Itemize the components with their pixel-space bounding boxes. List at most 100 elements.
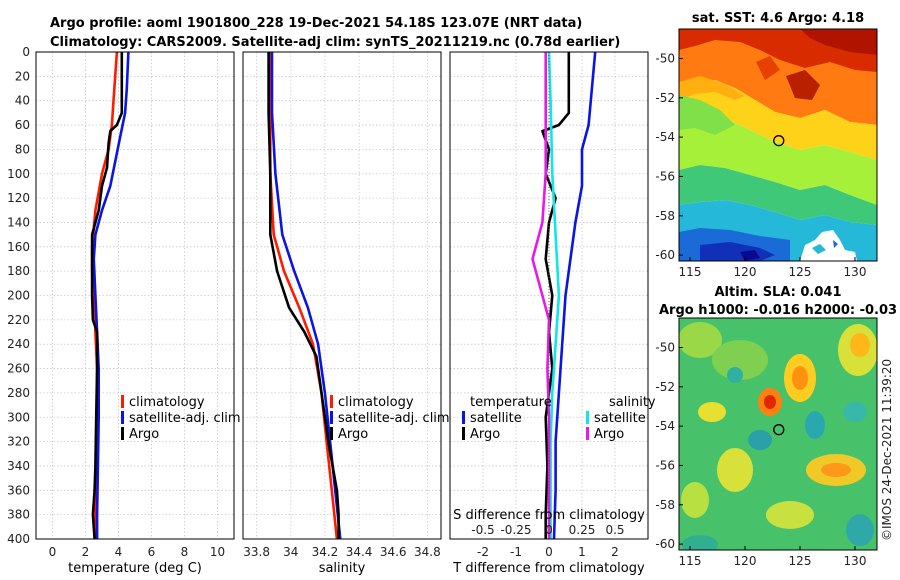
depth-tick-label: 200 [7,289,30,303]
series-line-argo [90,52,124,539]
legend-label-argo: Argo [338,427,368,442]
map-y-tick-label: -54 [655,419,675,433]
depth-tick-label: 340 [7,459,30,473]
legend-label-s-satellite: satellite [594,411,646,426]
title-line-2: Climatology: CARS2009. Satellite-adj cli… [50,35,620,50]
legend-label-climatology: climatology [338,395,414,410]
depth-tick-label: 180 [7,264,30,278]
depth-tick-label: 360 [7,483,30,497]
depth-tick-label: 300 [7,410,30,424]
map-x-tick-label: 130 [844,554,867,568]
map-x-tick-label: 115 [679,554,702,568]
x-tick-label: 10 [210,545,225,559]
argo-location-marker [773,135,785,147]
legend-label-satellite: satellite-adj. clim [129,411,241,426]
legend-title-temperature: temperature [470,395,552,410]
temperature-panel: 0204060801001201401601802002202402602803… [7,45,241,576]
x-tick-label: 34.4 [346,545,373,559]
salinity-axes-box [242,51,442,540]
map-x-tick-label: 120 [734,265,757,279]
depth-tick-label: 280 [7,386,30,400]
legend-label-t-argo: Argo [470,427,500,442]
sst-map-title: sat. SST: 4.6 Argo: 4.18 [692,11,864,26]
temperature-xlabel: temperature (deg C) [68,561,202,576]
legend-swatch-satellite [330,411,333,424]
map-y-tick-label: -50 [655,340,675,354]
sla-map-panel: Altim. SLA: 0.041 Argo h1000: -0.016 h20… [655,285,897,568]
s-difference-label: S difference from climatology [453,508,645,523]
s-difference-tick-labels: -0.5 -0.25 0 0.25 0.5 [471,523,624,537]
map-x-tick-label: 115 [679,265,702,279]
x-tick-label: 2 [82,545,90,559]
salinity-legend: climatology satellite-adj. clim Argo [330,395,450,442]
depth-tick-label: 20 [15,69,30,83]
x-tick-label: 1 [578,545,586,559]
map-y-tick-label: -60 [655,248,675,262]
depth-tick-label: 100 [7,167,30,181]
series-line-argo [267,52,340,539]
map-y-tick-label: -52 [655,91,675,105]
map-x-tick-label: 125 [789,554,812,568]
difference-panel: -2 -1 0 1 2 -0.5 -0.25 0 0.25 0.5 S difference f… [449,51,656,576]
temperature-lines [90,52,130,539]
temperature-grid [36,51,234,540]
legend-label-climatology: climatology [129,395,205,410]
depth-tick-label: 140 [7,215,30,229]
depth-tick-label: 380 [7,508,30,522]
temperature-legend: climatology satellite-adj. clim Argo [121,395,241,442]
legend-swatch-s-argo [586,427,589,440]
salinity-tick-labels: 33.8 34 34.2 34.4 34.6 34.8 [243,545,440,559]
legend-label-s-argo: Argo [594,427,624,442]
legend-label-satellite: satellite-adj. clim [338,411,450,426]
map-x-tick-label: 120 [734,554,757,568]
x-tick-label: 33.8 [243,545,270,559]
sst-map-ticks: 115 120 125 130 -50 -52 -54 -56 -58 -60 [655,51,866,279]
temperature-tick-labels: 0 2 4 6 8 10 [49,545,225,559]
legend-label-argo: Argo [129,427,159,442]
depth-tick-label: 160 [7,240,30,254]
legend-swatch-climatology [330,395,333,408]
difference-axes-box [449,51,649,540]
map-y-tick-label: -60 [655,537,675,551]
series-line-salinity-satellite [547,52,561,539]
depth-tick-label: 260 [7,362,30,376]
legend-label-t-satellite: satellite [470,411,522,426]
temperature-axes-box [35,51,235,540]
s-tick-label: -0.25 [500,523,531,537]
s-tick-label: 0.25 [569,523,596,537]
sst-map-box [678,28,878,262]
sst-map-image [679,29,877,261]
x-tick-label: 34.2 [312,545,339,559]
x-tick-label: 34.6 [380,545,407,559]
legend-swatch-satellite [121,411,124,424]
map-y-tick-label: -56 [655,169,675,183]
depth-tick-label: 40 [15,94,30,108]
salinity-lines [267,52,342,539]
map-x-tick-label: 130 [844,265,867,279]
difference-legend: temperature satellite Argo salinity sate… [462,395,656,442]
depth-tick-label: 80 [15,142,30,156]
depth-tick-labels: 0 20 40 60 80 100 120 140 160 180 200 220 240 260 280 3… [7,45,30,546]
map-x-tick-label: 125 [789,265,812,279]
title-line-1: Argo profile: aoml 1901800_228 19-Dec-20… [50,16,582,31]
difference-tick-labels: -2 -1 0 1 2 [477,545,619,559]
s-tick-label: 0.5 [605,523,624,537]
legend-swatch-t-satellite [462,411,465,424]
series-line-satellite-adj-clim [92,52,130,539]
series-line-salinity-argo [531,52,551,539]
series-line-temperature-argo [541,52,571,539]
legend-swatch-t-argo [462,427,465,440]
depth-tick-label: 240 [7,337,30,351]
map-y-tick-label: -54 [655,130,675,144]
depth-tick-label: 320 [7,435,30,449]
argo-location-marker [773,424,785,436]
x-tick-label: 2 [611,545,619,559]
depth-tick-label: 400 [7,532,30,546]
legend-swatch-argo [121,427,124,440]
map-y-tick-label: -52 [655,380,675,394]
s-tick-label: -0.5 [471,523,494,537]
sla-map-title-2: Argo h1000: -0.016 h2000: -0.03 [659,303,897,318]
legend-title-salinity: salinity [609,395,656,410]
sla-map-ticks: 115 120 125 130 -50 -52 -54 -56 -58 -60 [655,340,866,568]
